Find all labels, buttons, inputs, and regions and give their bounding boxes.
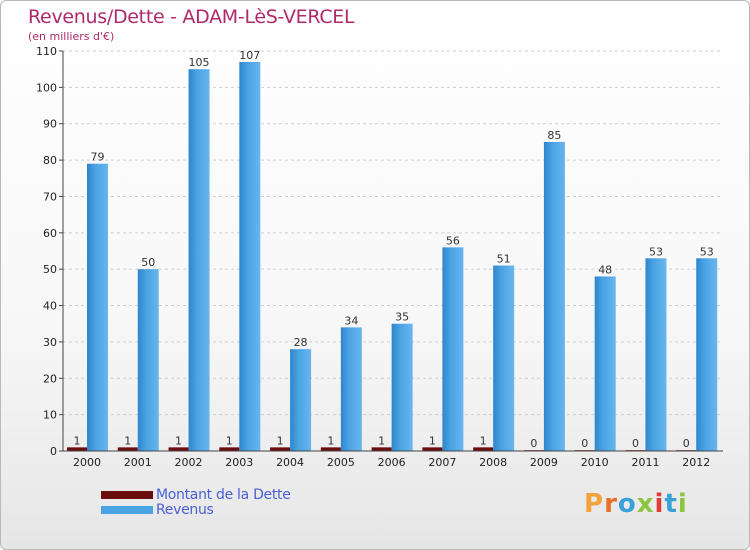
- revenue-value-label: 53: [700, 245, 714, 258]
- revenue-bar: [594, 276, 616, 451]
- revenue-value-label: 105: [189, 56, 210, 69]
- revenue-value-label: 28: [294, 336, 308, 349]
- y-tick-label: 90: [43, 118, 57, 131]
- y-axis-ticks: 0 10 20 30 40 50 60 70 80 90 100 110: [36, 45, 63, 458]
- y-tick-label: 0: [50, 445, 57, 458]
- revenue-value-label: 56: [446, 234, 460, 247]
- logo-letter: i: [677, 489, 688, 519]
- x-axis-ticks: 2000 2001 2002 2003 2004 2005 2006 2007 2008 2009…: [73, 456, 710, 469]
- debt-bar: [168, 447, 189, 451]
- revenue-value-label: 34: [344, 314, 358, 327]
- logo-letter: r: [604, 489, 618, 519]
- debt-bar: [320, 447, 341, 451]
- x-tick-label: 2010: [581, 456, 609, 469]
- logo-letter: t: [664, 489, 678, 519]
- debt-value-label: 0: [683, 437, 690, 450]
- revenue-bar: [493, 265, 515, 451]
- revenue-bar: [340, 327, 362, 451]
- x-tick-label: 2002: [175, 456, 203, 469]
- debt-value-label: 1: [277, 434, 284, 447]
- logo-letter: o: [617, 489, 637, 519]
- debt-bar: [67, 447, 87, 451]
- x-tick-label: 2001: [124, 456, 152, 469]
- debt-bar: [270, 447, 291, 451]
- x-tick-label: 2011: [631, 456, 659, 469]
- debt-bar: [117, 447, 138, 451]
- x-tick-label: 2000: [73, 456, 101, 469]
- x-tick-label: 2005: [327, 456, 355, 469]
- revenue-value-label: 85: [547, 129, 561, 142]
- debt-value-label: 0: [530, 437, 537, 450]
- x-tick-label: 2003: [225, 456, 253, 469]
- revenue-value-label: 50: [141, 256, 155, 269]
- debt-value-label: 1: [124, 434, 131, 447]
- revenue-bar: [442, 247, 464, 451]
- x-tick-label: 2006: [378, 456, 406, 469]
- x-tick-label: 2009: [530, 456, 558, 469]
- revenue-value-label: 51: [497, 253, 511, 266]
- x-tick-label: 2007: [428, 456, 456, 469]
- revenue-value-label: 107: [239, 49, 260, 62]
- legend-label-debt: Montant de la Dette: [156, 487, 291, 503]
- debt-value-label: 1: [175, 434, 182, 447]
- revenue-value-label: 48: [598, 263, 612, 276]
- revenue-value-label: 35: [395, 311, 409, 324]
- debt-value-label: 0: [581, 437, 588, 450]
- proxiti-logo: Proxiti: [584, 489, 688, 519]
- chart-title: Revenus/Dette - ADAM-LèS-VERCEL: [28, 6, 355, 28]
- debt-value-label: 1: [74, 434, 81, 447]
- y-tick-label: 10: [43, 409, 57, 422]
- y-tick-label: 20: [43, 372, 57, 385]
- revenue-bar: [188, 69, 210, 451]
- logo-letter: P: [584, 489, 605, 519]
- chart-subtitle: (en milliers d'€): [28, 30, 115, 43]
- y-tick-label: 100: [36, 81, 57, 94]
- revenue-value-label: 79: [91, 151, 105, 164]
- debt-value-label: 1: [480, 434, 487, 447]
- debt-value-label: 1: [429, 434, 436, 447]
- y-tick-label: 30: [43, 336, 57, 349]
- revenue-bar: [290, 349, 312, 451]
- revenue-bar: [543, 141, 565, 451]
- debt-bar: [371, 447, 392, 451]
- logo-letter: x: [636, 489, 655, 519]
- y-tick-label: 60: [43, 227, 57, 240]
- x-tick-label: 2008: [479, 456, 507, 469]
- value-labels: 1 79 1 50 1 105 1 107 1 28 1 34 1 35 1 56 1 51 0 85 0 48 0 53 0 5…: [74, 49, 714, 450]
- x-tick-label: 2004: [276, 456, 304, 469]
- y-tick-label: 80: [43, 154, 57, 167]
- debt-value-label: 1: [327, 434, 334, 447]
- debt-value-label: 1: [378, 434, 385, 447]
- y-tick-label: 50: [43, 263, 57, 276]
- debt-bar: [473, 447, 494, 451]
- bars: [67, 61, 718, 452]
- revenue-bar: [696, 258, 718, 451]
- legend-swatch-revenue: [101, 506, 153, 514]
- legend-label-revenue: Revenus: [156, 502, 214, 518]
- legend-swatch-debt: [101, 491, 153, 499]
- revenue-bar: [87, 163, 108, 451]
- revenue-bar: [391, 323, 413, 451]
- debt-value-label: 1: [226, 434, 233, 447]
- y-tick-label: 40: [43, 300, 57, 313]
- revenue-bar: [645, 258, 667, 451]
- y-tick-label: 70: [43, 190, 57, 203]
- debt-value-label: 0: [632, 437, 639, 450]
- revenue-bar: [239, 61, 261, 452]
- y-tick-label: 110: [36, 45, 57, 58]
- axes: [62, 51, 723, 452]
- debt-bar: [219, 447, 240, 451]
- revenue-bar: [137, 269, 159, 451]
- debt-bar: [422, 447, 443, 451]
- x-tick-label: 2012: [682, 456, 710, 469]
- logo-letter: i: [654, 489, 665, 519]
- revenue-value-label: 53: [649, 245, 663, 258]
